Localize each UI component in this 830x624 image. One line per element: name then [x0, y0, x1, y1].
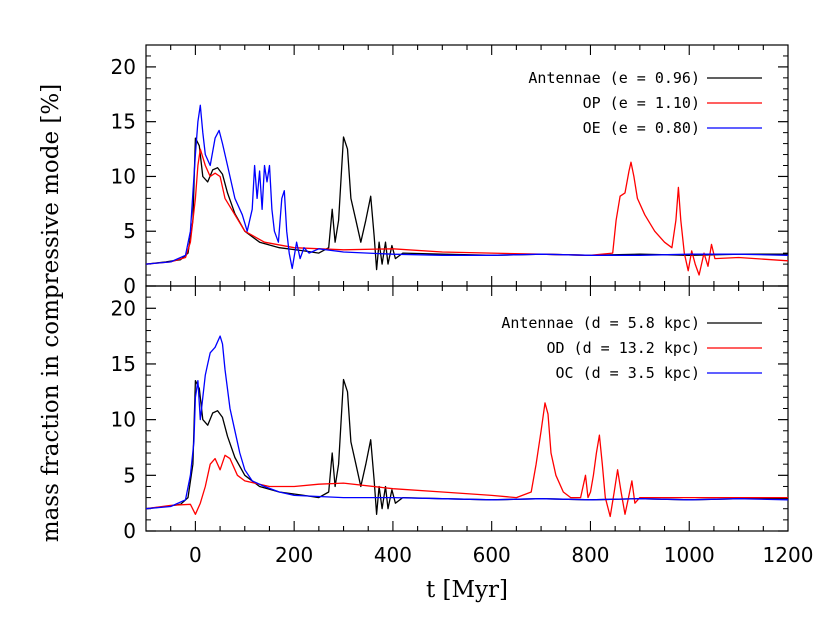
top-legend-label: Antennae (e = 0.96)	[528, 69, 700, 87]
bottom-panel: 0 5 10 15 20 Antennae (d = 5.8 kpc) OD (d = 1…	[111, 285, 789, 543]
bottom-ytick-label: 10	[111, 408, 136, 432]
top-legend-label: OE (e = 0.80)	[583, 119, 700, 137]
bottom-ytick-label: 5	[123, 463, 136, 487]
bottom-legend-label: Antennae (d = 5.8 kpc)	[501, 314, 700, 332]
bottom-legend-label: OC (d = 3.5 kpc)	[556, 364, 701, 382]
x-tick-label: 1000	[664, 543, 715, 567]
x-tick-label: 0	[189, 543, 202, 567]
top-ytick-label: 5	[123, 219, 136, 243]
x-tick-label: 400	[374, 543, 412, 567]
bottom-ytick-label: 20	[111, 296, 136, 320]
bottom-y-ticks: 0 5 10 15 20	[111, 286, 788, 543]
x-tick-label: 1200	[763, 543, 814, 567]
top-series-line-2	[146, 148, 788, 276]
top-series-line-1	[146, 136, 788, 271]
top-series-line-3	[146, 104, 788, 270]
top-ytick-label: 15	[111, 110, 136, 134]
bottom-ytick-label: 15	[111, 352, 136, 376]
top-ytick-label: 20	[111, 55, 136, 79]
bottom-series-line-3	[146, 335, 788, 510]
top-panel: 0 5 10 15 20 Antennae (e = 0.96) OP (e = 1.10…	[111, 44, 789, 298]
top-legend-label: OP (e = 1.10)	[583, 94, 700, 112]
x-axis-title: t [Myr]	[426, 577, 508, 603]
y-axis-title: mass fraction in compressive mode [%]	[38, 84, 64, 542]
bottom-series-line-2	[146, 402, 788, 518]
top-ytick-label: 0	[123, 274, 136, 298]
top-ytick-label: 10	[111, 164, 136, 188]
bottom-series-group	[146, 335, 788, 518]
x-ticks: 0 200 400 600 800 1000 1200	[189, 543, 813, 567]
x-tick-label: 800	[571, 543, 609, 567]
top-legend: Antennae (e = 0.96) OP (e = 1.10) OE (e = …	[528, 69, 762, 137]
bottom-ytick-label: 0	[123, 519, 136, 543]
top-series-group	[146, 104, 788, 276]
top-y-ticks: 0 5 10 15 20	[111, 45, 788, 298]
bottom-legend-label: OD (d = 13.2 kpc)	[546, 339, 700, 357]
bottom-legend: Antennae (d = 5.8 kpc) OD (d = 13.2 kpc) O…	[501, 314, 762, 382]
x-tick-label: 200	[275, 543, 313, 567]
x-tick-label: 600	[473, 543, 511, 567]
